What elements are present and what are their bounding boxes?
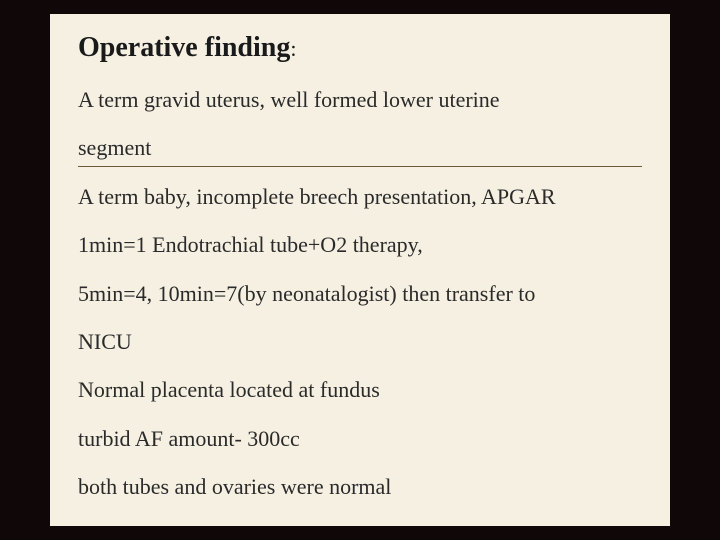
body-line: A term gravid uterus, well formed lower …	[78, 76, 642, 124]
body-line: turbid AF amount- 300cc	[78, 415, 642, 463]
divider-line	[78, 166, 642, 167]
body-line: 5min=4, 10min=7(by neonatalogist) then t…	[78, 270, 642, 318]
body-line: both tubes and ovaries were normal	[78, 463, 642, 511]
slide-container: Operative finding: A term gravid uterus,…	[50, 14, 670, 526]
body-line: NICU	[78, 318, 642, 366]
heading-text: Operative finding	[78, 32, 290, 63]
body-line: 1min=1 Endotrachial tube+O2 therapy,	[78, 221, 642, 269]
slide-heading: Operative finding:	[78, 32, 642, 64]
body-line: Normal placenta located at fundus	[78, 366, 642, 414]
slide-body: A term gravid uterus, well formed lower …	[78, 76, 642, 512]
heading-colon: :	[290, 36, 296, 61]
body-line: A term baby, incomplete breech presentat…	[78, 173, 642, 221]
